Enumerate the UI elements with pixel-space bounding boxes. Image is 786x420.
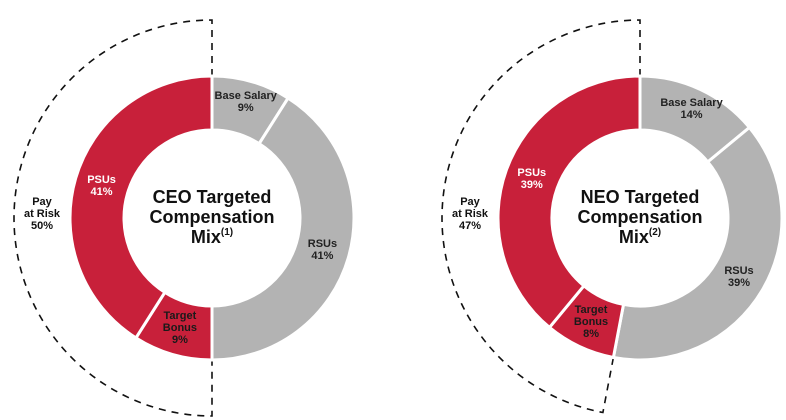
slice-name: PSUs — [517, 167, 547, 180]
chart-title-line: Mix — [191, 227, 221, 247]
donut-slice — [210, 96, 356, 362]
chart-title: Compensation — [577, 207, 702, 227]
slice-name: RSUs — [724, 264, 754, 277]
chart-title: NEO Targeted — [581, 187, 700, 207]
slice-value: 39% — [520, 179, 543, 192]
pay-at-risk-box: Pay at Risk 47% — [440, 196, 500, 232]
chart-title: Mix(1) — [191, 227, 233, 247]
chart-title-line: Compensation — [149, 207, 274, 227]
slice-value: 9% — [171, 334, 188, 347]
slice-value: 39% — [727, 276, 750, 289]
slice-label-box: Base Salary 9% — [201, 82, 291, 122]
slice-label-box: Base Salary 14% — [647, 89, 737, 129]
pay-at-risk-outline — [13, 19, 213, 417]
slice-value: 9% — [237, 101, 254, 114]
slice-label-box: Target Bonus 9% — [159, 308, 201, 348]
chart-title-note: (2) — [649, 227, 661, 238]
slice-value: 8% — [583, 328, 599, 341]
slice-label-box: PSUs 39% — [502, 159, 562, 199]
slice-name: PSUs — [87, 173, 116, 186]
slice-name: RSUs — [307, 238, 338, 251]
pay-at-risk-text: at Risk — [23, 208, 61, 220]
pay-at-risk-value: 50% — [30, 220, 54, 232]
pay-at-risk-value: 47% — [458, 220, 482, 232]
chart-title-line: NEO Targeted — [581, 187, 700, 207]
chart-title-note: (1) — [221, 227, 233, 238]
slice-label-box: RSUs 41% — [292, 230, 352, 270]
slice-label-box: Target Bonus 8% — [570, 302, 612, 342]
chart-title-line: CEO Targeted — [153, 187, 272, 207]
slice-label-box: RSUs 39% — [709, 257, 769, 297]
donut-slice — [611, 125, 784, 362]
slice-value: 41% — [90, 185, 113, 198]
pay-at-risk-text: Pay — [460, 196, 480, 208]
pay-at-risk-text: at Risk — [451, 208, 489, 220]
chart-title: CEO Targeted — [153, 187, 272, 207]
slice-label-box: PSUs 41% — [72, 166, 132, 206]
slice-value: 14% — [680, 108, 703, 121]
chart-title-line: Compensation — [577, 207, 702, 227]
slice-name: Target Bonus — [573, 304, 609, 329]
pay-at-risk-text: Pay — [32, 196, 52, 208]
slice-value: 41% — [311, 250, 334, 263]
chart-title: Mix(2) — [619, 227, 661, 247]
donut-slice — [68, 74, 214, 340]
donut-slice — [496, 74, 642, 330]
pay-at-risk-box: Pay at Risk 50% — [12, 196, 72, 232]
slice-name: Base Salary — [214, 89, 277, 102]
slice-name: Base Salary — [660, 96, 723, 109]
slice-name: Target Bonus — [162, 310, 198, 335]
chart-title-line: Mix — [619, 227, 649, 247]
chart-title: Compensation — [149, 207, 274, 227]
